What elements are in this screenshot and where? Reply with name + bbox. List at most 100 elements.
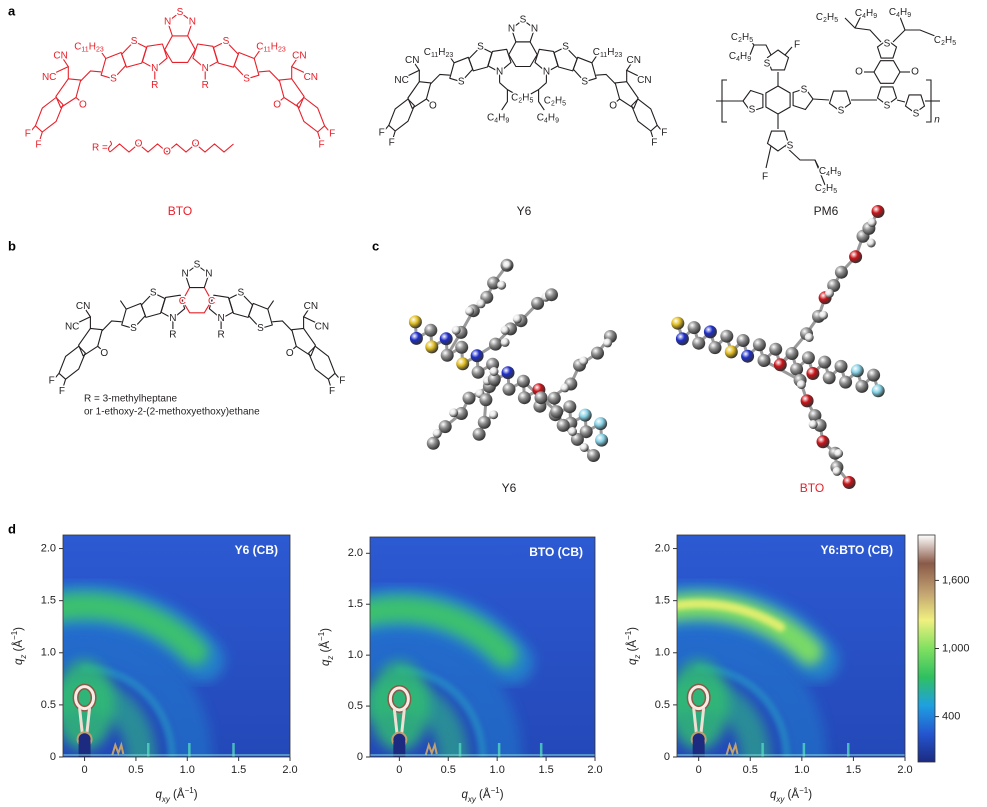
bond-ring (248, 302, 273, 330)
text-run: C (593, 46, 600, 57)
atom-label: S (787, 141, 794, 152)
x-tick-label: 0.5 (441, 764, 456, 776)
atom-label: C4H9 (889, 7, 911, 20)
atom-label: O (855, 67, 863, 78)
atom-ball (502, 382, 516, 396)
bond (896, 99, 906, 103)
y-tick-label: 0 (664, 751, 670, 763)
atom-label: C4H9 (729, 51, 751, 64)
atom-ball (502, 260, 512, 270)
atom-ball (432, 428, 442, 438)
atom-ball (818, 355, 832, 369)
diffuse-glow (370, 661, 430, 752)
atom-label: R (169, 329, 176, 340)
atom-ball (456, 357, 470, 371)
bond-ring (468, 46, 493, 72)
atom-label: O (135, 139, 143, 150)
atom-ball (866, 238, 876, 248)
atom-ball (834, 449, 844, 458)
bond (426, 98, 432, 104)
atom-ball (594, 417, 608, 431)
atom-label: F (49, 376, 55, 387)
scattering-arc (677, 627, 827, 757)
text-run: H (498, 112, 505, 123)
text-run: H (271, 41, 278, 52)
bond-ring (208, 294, 234, 320)
atom-ball (440, 348, 454, 362)
axis-label-part: −1 (10, 630, 19, 640)
atom-label: S (884, 101, 891, 112)
y-tick-label: 2.0 (41, 542, 56, 554)
y-tick-label: 2.0 (348, 547, 363, 559)
bond-ring (553, 46, 578, 72)
atom-label: F (59, 386, 65, 397)
molecule-render (408, 258, 617, 462)
bond (384, 124, 390, 130)
atom-ball (500, 325, 510, 335)
bond (99, 49, 107, 59)
x-tick-label: 0.5 (128, 764, 143, 776)
atom-label: S (520, 15, 527, 26)
atom-ball (579, 425, 593, 439)
atom-ball (741, 349, 755, 363)
bond (392, 130, 396, 139)
atom-ball (822, 371, 836, 385)
y-tick-label: 0 (357, 751, 363, 763)
atom-ball (806, 367, 820, 380)
axis-label-part: z (326, 656, 335, 661)
atom-ball (426, 436, 440, 450)
subscript: 9 (747, 56, 751, 63)
subscript: 5 (834, 17, 838, 24)
axis-label-part: (Å (319, 641, 332, 656)
y-tick-label: 1.5 (348, 598, 363, 610)
subscript: 9 (505, 118, 509, 125)
text-run: C (889, 7, 896, 18)
atom-ball (545, 288, 558, 302)
atom-label: CN (405, 55, 419, 66)
bond (253, 49, 261, 59)
bond-ring (121, 40, 148, 68)
atom-ball (438, 420, 452, 434)
atom-ball (816, 435, 830, 449)
atom-ball (796, 380, 806, 390)
atom-label: S (458, 76, 465, 87)
bond (54, 372, 60, 378)
bond (80, 70, 102, 82)
axis-label-part: (Å (476, 788, 491, 801)
atom-ball (476, 299, 486, 309)
axis-label-part: ) (808, 789, 812, 801)
atom-label: C2H5 (731, 32, 753, 45)
atom-label: CN (76, 301, 90, 312)
atom-ball (736, 334, 750, 347)
atom-label: F (35, 139, 41, 150)
text-run: C (511, 92, 518, 103)
bond-ring (140, 292, 166, 318)
atom-label: CN (292, 50, 306, 61)
atom-ball (517, 391, 531, 405)
plot-frame (62, 534, 291, 758)
atom-ball (425, 340, 439, 354)
bond (39, 131, 43, 140)
axis-label-part: ) (500, 789, 504, 801)
atom-label: C2H5 (544, 95, 566, 108)
atom-label: CN (304, 72, 318, 83)
axis-label-part: (Å (626, 640, 639, 655)
axis-label-part: ) (320, 628, 332, 632)
text-run: H (827, 12, 834, 23)
panel-label: b (8, 238, 16, 253)
beam-stop (78, 741, 91, 757)
atom-ball (455, 340, 469, 354)
render-name: BTO (800, 481, 824, 495)
heatmap (677, 535, 905, 757)
molecule-name: BTO (168, 204, 192, 218)
bond-ring (510, 19, 536, 43)
bond-ring (792, 87, 814, 111)
atom-ball (489, 410, 499, 420)
atom-ball (439, 332, 453, 346)
subscript: 4 (896, 12, 900, 19)
atom-ball (867, 368, 881, 382)
atom-ball (804, 333, 814, 342)
scattering-arc (694, 664, 791, 757)
